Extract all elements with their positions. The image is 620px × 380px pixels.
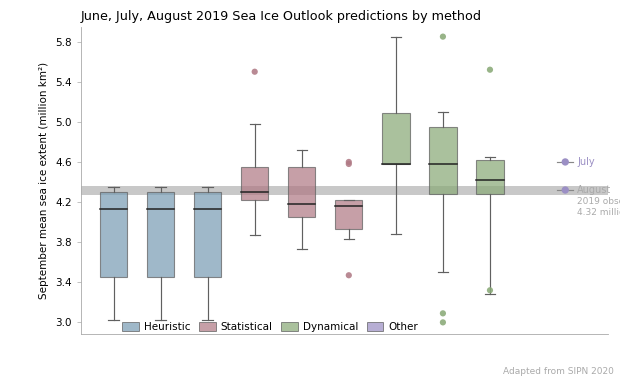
Bar xyxy=(147,192,174,277)
Bar xyxy=(81,185,608,195)
Text: Adapted from SIPN 2020: Adapted from SIPN 2020 xyxy=(503,367,614,376)
Legend: Heuristic, Statistical, Dynamical, Other: Heuristic, Statistical, Dynamical, Other xyxy=(122,322,418,332)
Bar xyxy=(382,113,409,164)
Text: August: August xyxy=(577,185,611,195)
Text: June, July, August 2019 Sea Ice Outlook predictions by method: June, July, August 2019 Sea Ice Outlook … xyxy=(81,10,482,23)
Point xyxy=(250,69,260,75)
Point xyxy=(485,287,495,293)
Point xyxy=(560,187,570,193)
Point xyxy=(344,272,354,278)
Text: 2019 observed:
4.32 million km²: 2019 observed: 4.32 million km² xyxy=(577,197,620,217)
Bar xyxy=(288,167,316,217)
Text: July: July xyxy=(577,157,595,167)
Bar xyxy=(476,160,503,194)
Bar xyxy=(429,127,456,194)
Bar xyxy=(335,200,363,229)
Point xyxy=(344,161,354,167)
Point xyxy=(438,310,448,317)
Point xyxy=(438,319,448,325)
Bar xyxy=(194,192,221,277)
Point xyxy=(485,66,495,73)
Y-axis label: September mean sea ice extent (million km²): September mean sea ice extent (million k… xyxy=(40,62,50,299)
Point xyxy=(438,33,448,40)
Point xyxy=(560,159,570,165)
Bar xyxy=(100,192,127,277)
Point xyxy=(344,159,354,165)
Bar xyxy=(241,167,268,200)
